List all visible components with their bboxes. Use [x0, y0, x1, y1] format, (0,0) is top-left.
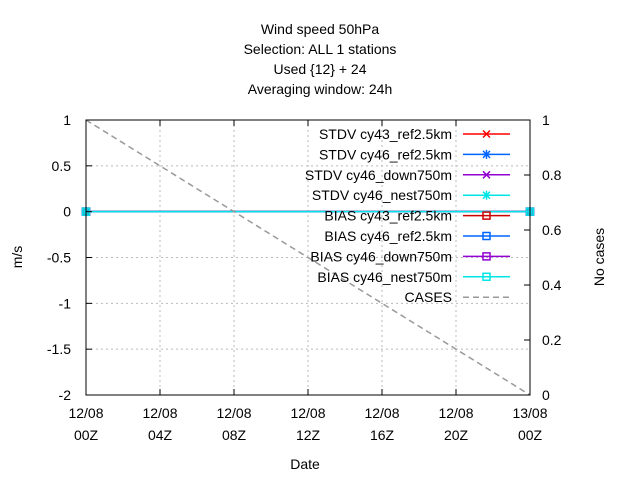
x-tick-label: 12/08: [142, 405, 177, 421]
y-tick-label: -1.5: [47, 341, 71, 357]
y2-axis-label: No cases: [591, 228, 607, 286]
x-tick-label: 00Z: [74, 427, 99, 443]
x-tick-label: 00Z: [518, 427, 543, 443]
legend-label: BIAS cy46_down750m: [310, 248, 452, 264]
x-tick-label: 20Z: [444, 427, 469, 443]
legend: STDV cy43_ref2.5km STDV cy46_ref2.5km STDV…: [305, 126, 510, 305]
legend-marker: [482, 231, 491, 241]
x-axis-label: Date: [290, 456, 320, 472]
x-tick-label: 12Z: [296, 427, 321, 443]
legend-label: STDV cy43_ref2.5km: [319, 126, 452, 142]
y-tick-label: 0: [63, 204, 71, 220]
legend-label: STDV cy46_ref2.5km: [319, 146, 452, 162]
title-line: Used {12} + 24: [273, 61, 366, 77]
y2-tick-label: 0.8: [542, 167, 562, 183]
y2-tick-label: 0.6: [542, 222, 562, 238]
legend-marker: [482, 211, 491, 220]
legend-marker: [482, 170, 491, 179]
legend-marker: [482, 252, 491, 261]
title-line: Averaging window: 24h: [248, 81, 393, 97]
y2-tick-label: 0: [542, 387, 550, 403]
series-line: [85, 119, 531, 396]
legend-label: STDV cy46_down750m: [305, 167, 452, 183]
series-7: [81, 207, 535, 216]
y2-tick-label: 1: [542, 112, 550, 128]
legend-label: BIAS cy46_nest750m: [317, 269, 452, 285]
x-tick-label: 04Z: [148, 427, 173, 443]
y-axis-label: m/s: [9, 246, 25, 269]
y2-tick-label: 0.2: [542, 332, 562, 348]
legend-marker: [482, 272, 491, 282]
x-tick-label: 12/08: [364, 405, 399, 421]
legend-label: STDV cy46_nest750m: [312, 187, 452, 203]
x-tick-label: 12/08: [438, 405, 473, 421]
x-tick-label: 13/08: [512, 405, 547, 421]
chart-title: Wind speed 50hPa Selection: ALL 1 station…: [244, 21, 397, 97]
x-tick-label: 08Z: [222, 427, 247, 443]
legend-label: BIAS cy43_ref2.5km: [324, 208, 452, 224]
title-line: Selection: ALL 1 stations: [244, 41, 397, 57]
x-tick-label: 16Z: [370, 427, 395, 443]
legend-label: CASES: [405, 289, 452, 305]
legend-label: BIAS cy46_ref2.5km: [324, 228, 452, 244]
x-tick-label: 12/08: [68, 405, 103, 421]
y-tick-label: -1: [59, 295, 72, 311]
y-tick-label: -2: [59, 387, 72, 403]
y-tick-label: 1: [63, 112, 71, 128]
axis-ticks: 12/08 00Z 12/08 04Z 12/08 08Z 12/08 12Z 12/08 16Z…: [47, 112, 562, 443]
y2-tick-label: 0.4: [542, 277, 562, 293]
series-8: [85, 119, 531, 396]
x-tick-label: 12/08: [290, 405, 325, 421]
legend-marker: [482, 129, 491, 139]
x-tick-label: 12/08: [216, 405, 251, 421]
title-line: Wind speed 50hPa: [261, 21, 380, 37]
y-tick-label: 0.5: [52, 158, 72, 174]
y-tick-label: -0.5: [47, 250, 71, 266]
